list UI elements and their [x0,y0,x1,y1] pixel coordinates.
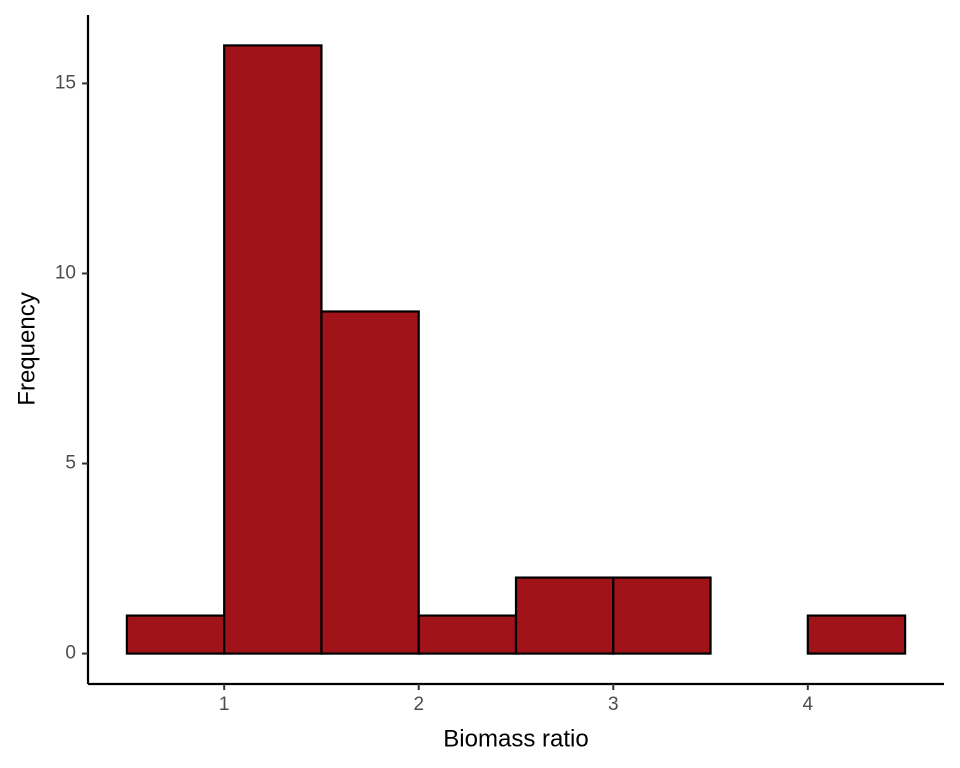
y-tick-label: 5 [65,453,76,474]
y-axis-title: Frequency [13,292,40,405]
bar [514,576,615,655]
bar [417,614,518,655]
x-tick-label: 2 [413,694,424,715]
bar [806,614,907,655]
x-axis-title: Biomass ratio [443,725,588,752]
bar [223,44,323,655]
y-tick-label: 10 [55,262,76,283]
bar [125,614,226,655]
bar [612,576,712,655]
x-tick-label: 3 [608,694,619,715]
y-tick-label: 0 [65,643,76,664]
x-tick-label: 4 [803,694,814,715]
bar [320,310,420,655]
y-tick-label: 15 [55,72,76,93]
x-tick-label: 1 [219,694,230,715]
